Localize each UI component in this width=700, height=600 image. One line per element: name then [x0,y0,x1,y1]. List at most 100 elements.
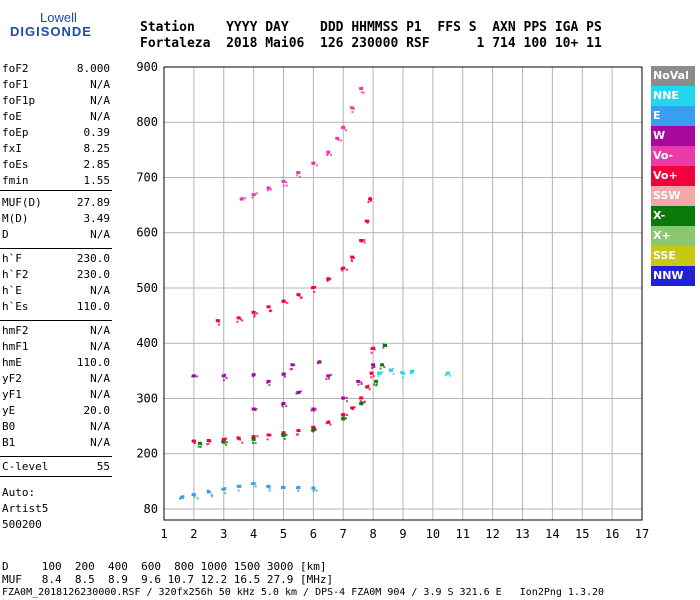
echo-point [299,390,302,393]
param-row: hmE 110.0 [2,356,110,372]
footer-distance-row: D 100 200 400 600 800 1000 1500 3000 [km… [2,560,327,573]
echo-point [326,374,331,378]
echo-point [345,129,348,132]
echo-point [191,375,194,378]
echo-point [241,197,244,200]
param-name: yF2 [2,372,22,385]
echo-point [241,196,244,199]
echo-point [341,413,346,417]
x-tick-label: 11 [456,527,470,541]
separator [0,456,112,457]
echo-point [236,436,241,440]
echo-point [281,485,286,489]
echo-point [346,400,349,403]
echo-point [265,485,268,488]
echo-point [221,374,226,378]
param-value: N/A [90,110,110,123]
echo-point [445,371,450,375]
echo-point [312,162,315,165]
header-line-2: Fortaleza 2018 Mai06 126 230000 RSF 1 71… [140,36,602,51]
echo-point [283,438,286,441]
echo-point [314,285,317,288]
echo-point [400,370,403,373]
echo-point [392,373,395,376]
echo-point [197,445,200,448]
echo-point [193,441,196,444]
param-row: foE N/A [2,110,110,126]
echo-point [196,497,199,500]
param-value: N/A [90,388,110,401]
auto-artist: Artist5 [2,502,49,515]
echo-point [295,171,298,174]
param-name: foE [2,110,22,123]
echo-point [350,406,353,409]
echo-point [295,392,298,395]
echo-point [382,343,385,346]
echo-point [310,287,313,290]
echo-point [311,425,316,429]
echo-point [368,197,373,201]
echo-point [253,315,256,318]
param-row: yF1 N/A [2,388,110,404]
param-row: foF1p N/A [2,94,110,110]
echo-point [255,312,258,315]
param-value: N/A [90,340,110,353]
y-tick-label: 400 [136,336,158,350]
echo-point [254,442,257,445]
echo-point [283,299,286,302]
echo-point [178,497,181,500]
echo-point [313,409,316,412]
separator [0,248,112,249]
echo-point [350,255,355,259]
echo-point [239,484,242,487]
echo-point [351,260,354,263]
echo-point [298,175,301,178]
echo-point [199,445,202,448]
echo-point [193,496,196,499]
param-row: h`F2 230.0 [2,268,110,284]
x-tick-label: 5 [280,527,287,541]
echo-point [192,374,195,377]
echo-point [268,380,271,383]
echo-point [239,438,242,441]
echo-point [217,320,220,323]
echo-point [360,401,363,404]
param-name: foF1p [2,94,36,107]
param-row: foF1 N/A [2,78,110,94]
x-tick-label: 12 [485,527,499,541]
x-tick-label: 4 [250,527,257,541]
echo-point [200,443,203,446]
echo-point [296,293,301,297]
logo-lowell: Lowell [40,10,77,25]
param-name: h`F [2,252,22,265]
echo-point [197,441,202,445]
echo-point [352,107,355,110]
param-name: h`E [2,284,22,297]
param-value: N/A [90,94,110,107]
echo-point [361,401,364,404]
echo-point [256,435,259,438]
echo-point [366,221,369,224]
echo-point [251,437,254,440]
echo-point [314,428,317,431]
echo-point [191,493,194,496]
echo-point [268,487,271,490]
echo-point [311,285,316,289]
param-value: 0.39 [83,126,111,139]
echo-point [359,239,364,243]
echo-point [285,184,288,187]
echo-point [359,396,364,400]
echo-point [367,384,370,387]
echo-point [379,367,382,370]
echo-point [373,365,376,368]
echo-point [369,199,372,202]
echo-point [206,443,209,446]
echo-point [251,193,256,197]
echo-point [374,379,379,383]
echo-point [223,438,226,441]
echo-point [360,86,363,89]
echo-point [367,220,370,223]
param-name: foF1 [2,78,29,91]
echo-point [283,432,286,435]
echo-point [206,490,211,494]
